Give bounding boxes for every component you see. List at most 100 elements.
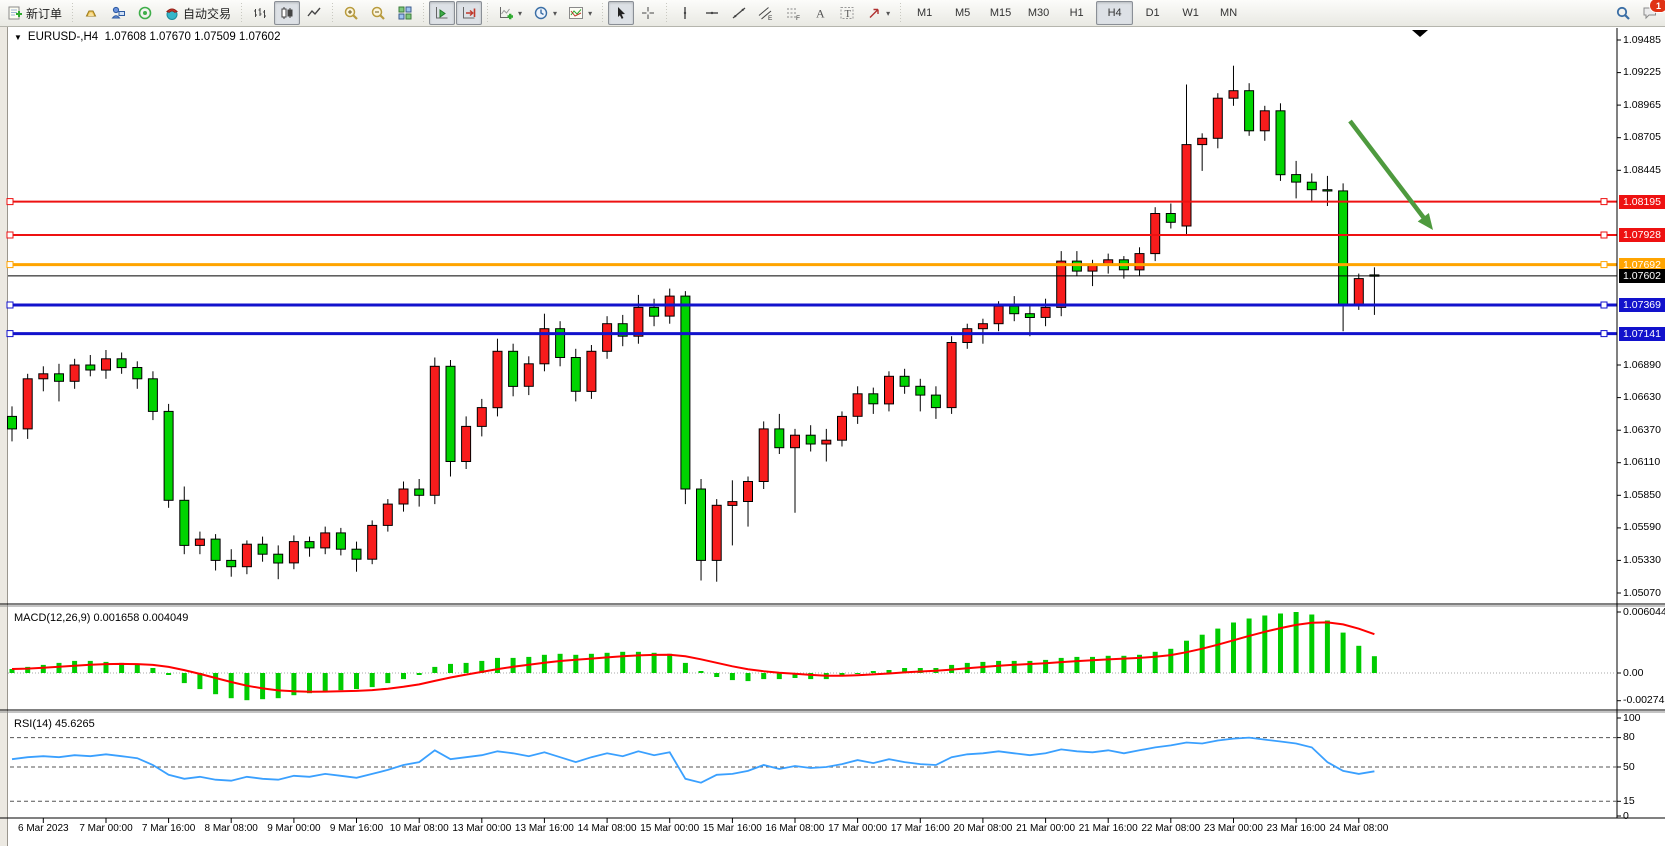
time-axis-label: 7 Mar 00:00 xyxy=(79,823,133,834)
zoomout-glyph xyxy=(371,6,385,20)
template-glyph xyxy=(569,7,584,19)
neworder-icon xyxy=(7,5,23,21)
templates-button[interactable]: ▾ xyxy=(563,1,597,25)
time-axis-label: 16 Mar 08:00 xyxy=(765,823,825,834)
autoscroll-icon xyxy=(434,5,450,21)
tile-windows-button[interactable] xyxy=(392,1,418,25)
price-line-badge[interactable]: 1.07692 xyxy=(1619,257,1665,272)
community-chat-button[interactable]: 1 xyxy=(1637,0,1665,25)
indicators-button[interactable]: ▾ xyxy=(493,1,527,25)
chart-shift-button[interactable] xyxy=(456,1,483,25)
signals-button[interactable] xyxy=(132,1,158,25)
price-line-badge[interactable]: 1.07141 xyxy=(1619,326,1665,341)
timeframe-m5-button[interactable]: M5 xyxy=(954,7,971,19)
time-axis-label: 15 Mar 00:00 xyxy=(640,823,700,834)
candlestick-chart-button[interactable] xyxy=(274,1,301,25)
channel-button[interactable]: E xyxy=(753,1,779,25)
gold-glyph xyxy=(85,10,97,17)
timeframe-m1-button[interactable]: M1 xyxy=(916,7,933,19)
time-axis-label: 17 Mar 16:00 xyxy=(890,823,950,834)
tline-glyph xyxy=(732,7,746,19)
chevron-down-icon: ▾ xyxy=(553,8,558,18)
rsi-axis-tick: 0 xyxy=(1623,809,1629,822)
rsi-axis-tick: 15 xyxy=(1623,794,1635,807)
timeframe-m15-button[interactable]: M15 xyxy=(989,7,1012,19)
bars-glyph xyxy=(254,8,267,18)
price-axis-tick: 1.08705 xyxy=(1623,131,1661,144)
textA-glyph: A xyxy=(816,7,825,21)
rsi-axis-tick: 100 xyxy=(1623,711,1641,724)
toolbar: 新订单 自动交易 ▾ ▾ ▾ E F A T ▾ M1 M5 M15 M30 H1 H4 D1 W1 MN 1 xyxy=(0,0,1665,27)
fibo-glyph: F xyxy=(787,8,800,21)
trader-community-button[interactable] xyxy=(105,1,131,25)
zoom-in-button[interactable] xyxy=(338,1,364,25)
market-depth-button[interactable] xyxy=(78,1,104,25)
fibonacci-button[interactable]: F xyxy=(780,1,806,25)
vertical-line-button[interactable] xyxy=(672,1,698,25)
new-order-button[interactable]: 新订单 xyxy=(2,1,67,25)
shift-glyph xyxy=(463,7,476,19)
search-button[interactable] xyxy=(1610,1,1636,25)
toolbar-separator xyxy=(70,3,76,23)
vline-glyph xyxy=(683,7,687,19)
timeframe-w1-button[interactable]: W1 xyxy=(1182,7,1199,19)
hline-glyph xyxy=(706,11,719,15)
time-axis-label: 6 Mar 2023 xyxy=(18,823,69,834)
timeframe-h4-button[interactable]: H4 xyxy=(1096,1,1134,25)
price-axis-tick: 1.05330 xyxy=(1623,553,1661,566)
rsi-label: RSI(14) 45.6265 xyxy=(14,718,95,730)
price-line-badge[interactable]: 1.07369 xyxy=(1619,298,1665,312)
toolbar-separator xyxy=(421,3,427,23)
vline-icon xyxy=(677,5,693,21)
chart-canvas[interactable] xyxy=(0,27,1665,846)
current-price-badge: 1.07602 xyxy=(1619,268,1665,283)
line-chart-button[interactable] xyxy=(301,1,327,25)
time-axis-label: 15 Mar 16:00 xyxy=(702,823,762,834)
channel-icon: E xyxy=(758,5,774,21)
toolbar-separator xyxy=(330,3,336,23)
timeframe-d1-button[interactable]: D1 xyxy=(1145,7,1160,19)
auto-trading-button[interactable]: 自动交易 xyxy=(159,1,236,25)
timeframe-mn-button[interactable]: MN xyxy=(1220,7,1238,19)
search-glyph xyxy=(1616,6,1630,20)
trendline-button[interactable] xyxy=(726,1,752,25)
auto-scroll-button[interactable] xyxy=(429,1,456,25)
price-line-badge[interactable]: 1.07928 xyxy=(1619,228,1665,242)
timeframe-m30-button[interactable]: M30 xyxy=(1027,7,1050,19)
price-axis-tick: 1.06630 xyxy=(1623,391,1661,404)
periods-button[interactable]: ▾ xyxy=(528,1,562,25)
toolbar-separator xyxy=(239,3,245,23)
rsi-axis-tick: 50 xyxy=(1623,760,1635,773)
price-axis-tick: 1.08965 xyxy=(1623,98,1661,111)
horizontal-line-button[interactable] xyxy=(699,1,725,25)
chart-title: ▼ EURUSD-,H4 1.07608 1.07670 1.07509 1.07… xyxy=(14,31,280,43)
text-button[interactable]: A xyxy=(807,1,833,25)
rsi-axis-tick: 80 xyxy=(1623,731,1635,744)
ohlc-values: 1.07608 1.07670 1.07509 1.07602 xyxy=(104,31,281,43)
one-click-trading-arrow-icon[interactable]: ▼ xyxy=(14,33,22,42)
cursor-button[interactable] xyxy=(608,1,635,25)
time-axis-label: 23 Mar 00:00 xyxy=(1204,823,1263,834)
cursor-glyph xyxy=(618,7,626,19)
chevron-down-icon: ▾ xyxy=(886,8,891,18)
autotrade-icon xyxy=(164,5,180,21)
time-axis-label: 7 Mar 16:00 xyxy=(141,823,196,834)
zoom-out-button[interactable] xyxy=(365,1,391,25)
timeframe-h1-button[interactable]: H1 xyxy=(1069,7,1084,19)
time-axis-label: 14 Mar 08:00 xyxy=(577,823,637,834)
text-label-button[interactable]: T xyxy=(834,1,860,25)
new-order-button-label: 新订单 xyxy=(26,6,63,21)
price-axis-tick: 1.09485 xyxy=(1623,33,1661,46)
time-axis-label: 21 Mar 16:00 xyxy=(1078,823,1138,834)
bar-chart-button[interactable] xyxy=(247,1,273,25)
time-axis-label: 9 Mar 00:00 xyxy=(267,823,321,834)
macd-axis-tick: -0.002746 xyxy=(1623,694,1665,707)
crosshair-button[interactable] xyxy=(635,1,661,25)
macd-label: MACD(12,26,9) 0.001658 0.004049 xyxy=(14,612,189,624)
price-line-badge[interactable]: 1.08195 xyxy=(1619,194,1665,209)
clock-icon xyxy=(533,5,549,21)
toolbar-separator xyxy=(664,3,670,23)
svg-text:F: F xyxy=(796,15,800,21)
arrows-button[interactable]: ▾ xyxy=(861,1,895,25)
time-axis-label: 22 Mar 08:00 xyxy=(1141,823,1201,834)
